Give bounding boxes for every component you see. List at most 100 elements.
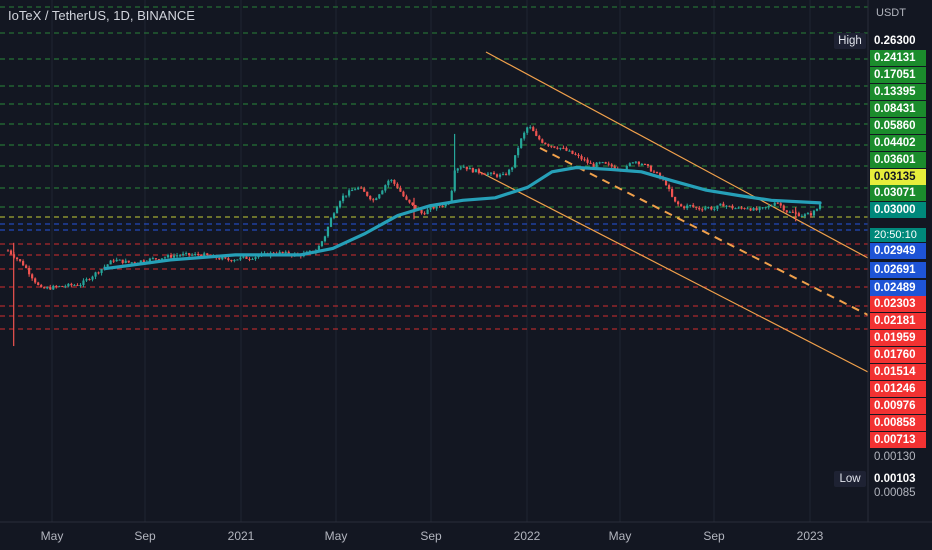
candle-body bbox=[474, 169, 477, 173]
candle-body bbox=[55, 285, 58, 287]
candle-body bbox=[698, 207, 701, 210]
time-tick-label: May bbox=[324, 529, 348, 543]
candle-body bbox=[429, 206, 432, 210]
candle-body bbox=[674, 196, 677, 202]
time-tick-label: 2022 bbox=[513, 529, 541, 543]
candle-body bbox=[130, 262, 133, 264]
candle-body bbox=[281, 251, 284, 253]
candle-body bbox=[381, 190, 384, 195]
candle-body bbox=[550, 145, 553, 147]
candle-body bbox=[178, 255, 182, 257]
candle-body bbox=[37, 282, 40, 286]
candle-body bbox=[556, 147, 559, 149]
candle-body bbox=[746, 208, 749, 210]
price-tag: 0.00103 bbox=[870, 471, 926, 487]
price-tag: 0.00858 bbox=[870, 415, 926, 431]
candle-body bbox=[818, 204, 822, 209]
candle-body bbox=[254, 257, 257, 259]
candle-body bbox=[722, 203, 725, 207]
candle-body bbox=[351, 190, 354, 192]
candle-body bbox=[758, 207, 761, 211]
candle-body bbox=[197, 253, 200, 256]
candle-body bbox=[740, 207, 743, 209]
candle-body bbox=[734, 208, 737, 210]
candle-body bbox=[643, 163, 647, 165]
candle-body bbox=[486, 173, 490, 175]
candle-body bbox=[203, 253, 206, 257]
candle-body bbox=[15, 257, 19, 260]
candle-body bbox=[91, 276, 94, 280]
candle-body bbox=[544, 142, 547, 145]
candle-body bbox=[278, 251, 281, 255]
candle-body bbox=[752, 208, 755, 211]
candle-body bbox=[9, 250, 13, 255]
candle-body bbox=[815, 208, 819, 211]
candle-body bbox=[538, 135, 541, 140]
candle-body bbox=[206, 253, 209, 256]
candle-body bbox=[631, 162, 634, 164]
candle-body bbox=[133, 262, 136, 264]
grid-lines bbox=[51, 0, 811, 522]
candle-body bbox=[707, 207, 710, 209]
price-tag: 0.26300 bbox=[870, 33, 926, 49]
candle-body bbox=[181, 253, 185, 256]
candle-body bbox=[450, 190, 453, 203]
candle-body bbox=[532, 127, 535, 132]
candle-body bbox=[743, 208, 746, 210]
price-tag: 0.13395 bbox=[870, 84, 926, 100]
candle-body bbox=[716, 205, 719, 209]
candle-body bbox=[396, 183, 399, 188]
candle-body bbox=[73, 285, 76, 287]
moving-average-path bbox=[103, 165, 822, 271]
horizontal-levels bbox=[0, 6, 868, 330]
candle-body bbox=[686, 205, 689, 209]
candle-body bbox=[695, 206, 698, 208]
candle-body bbox=[628, 163, 631, 166]
candle-body bbox=[357, 187, 360, 190]
candle-body bbox=[194, 253, 197, 255]
candle-body bbox=[670, 188, 674, 197]
candle-body bbox=[595, 162, 598, 168]
candle-body bbox=[731, 205, 734, 209]
candle-body bbox=[598, 162, 601, 164]
candle-body bbox=[218, 258, 221, 260]
candle-body bbox=[169, 255, 173, 258]
candle-body bbox=[172, 255, 176, 258]
candle-body bbox=[800, 215, 803, 217]
candle-body bbox=[320, 241, 324, 246]
candle-body bbox=[770, 205, 773, 207]
candle-body bbox=[338, 201, 342, 208]
candle-body bbox=[468, 168, 471, 170]
candle-body bbox=[58, 286, 61, 288]
candle-body bbox=[393, 179, 396, 184]
candle-body bbox=[49, 287, 52, 290]
candle-body bbox=[803, 214, 807, 216]
candle-body bbox=[200, 255, 203, 257]
candle-body bbox=[188, 253, 191, 256]
candle-body bbox=[583, 159, 586, 161]
candle-body bbox=[402, 191, 405, 197]
candle-body bbox=[420, 209, 423, 214]
candle-body bbox=[677, 201, 680, 205]
candle-body bbox=[501, 174, 505, 176]
candle-body bbox=[52, 285, 55, 290]
price-tag: 0.00713 bbox=[870, 432, 926, 448]
candle-body bbox=[498, 174, 502, 177]
candle-body bbox=[121, 259, 124, 264]
candle-body bbox=[483, 173, 487, 175]
candle-body bbox=[43, 287, 46, 289]
candle-body bbox=[640, 163, 644, 165]
price-tag: 0.00976 bbox=[870, 398, 926, 414]
price-tag: 0.03135 bbox=[870, 169, 926, 185]
time-tick-label: 2023 bbox=[796, 529, 824, 543]
channel-lower-line bbox=[479, 171, 869, 373]
candle-body bbox=[18, 259, 22, 262]
candle-body bbox=[689, 205, 692, 207]
candle-body bbox=[127, 260, 130, 263]
candle-body bbox=[329, 218, 333, 227]
candle-body bbox=[411, 202, 414, 205]
price-tag: 0.02489 bbox=[870, 280, 926, 296]
candle-body bbox=[511, 167, 514, 170]
candle-body bbox=[504, 174, 508, 176]
